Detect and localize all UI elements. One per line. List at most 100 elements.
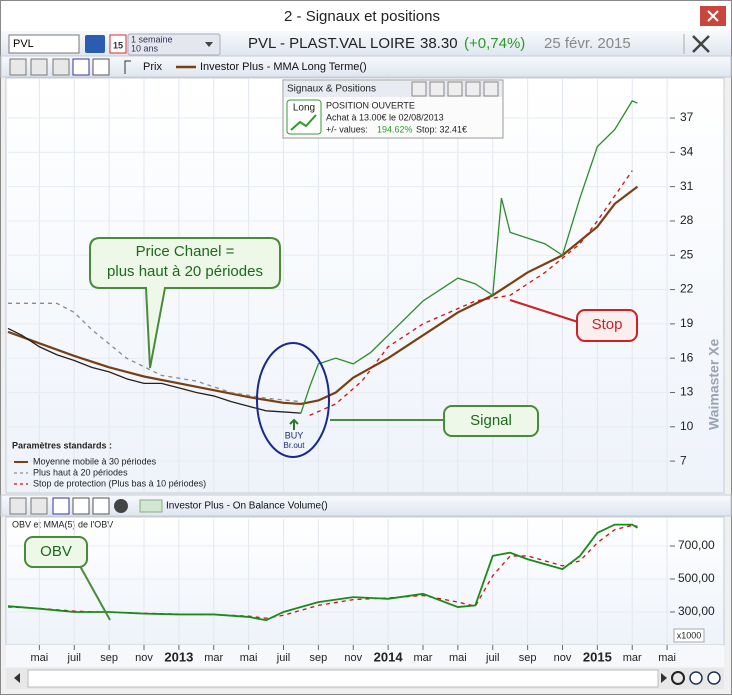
y-tick-label: 25	[680, 247, 694, 261]
time-axis	[6, 645, 724, 667]
tool-button[interactable]	[72, 58, 90, 76]
x-tick-label: juil	[67, 652, 81, 664]
position-status: POSITION OUVERTE	[326, 100, 415, 110]
callout	[89, 237, 281, 369]
y-tick-label: 16	[680, 350, 694, 364]
y-tick-label: 7	[680, 453, 687, 467]
price-line	[300, 100, 638, 414]
toolbar-item: Investor Plus - On Balance Volume()	[166, 501, 328, 512]
tool-button[interactable]	[92, 58, 110, 76]
buy-label: BUY	[285, 430, 304, 440]
tool-button[interactable]	[52, 497, 70, 515]
signals-button[interactable]	[483, 81, 499, 97]
x-tick-label: mar	[204, 652, 223, 664]
indicator-swatch	[139, 499, 163, 513]
stop-value: Stop: 32.41€	[416, 124, 467, 134]
legend-label: Plus haut à 20 périodes	[33, 467, 128, 477]
buy-label: Br.out	[284, 441, 306, 450]
move-icon[interactable]	[671, 671, 685, 685]
zoom-out[interactable]	[689, 671, 703, 685]
legend-label: Moyenne mobile à 30 périodes	[33, 456, 157, 466]
y-tick-label: 300,00	[678, 604, 715, 618]
x-tick-label: mai	[31, 652, 49, 664]
close-icon	[707, 10, 719, 22]
y-tick-label: 31	[680, 179, 694, 193]
signals-button[interactable]	[465, 81, 481, 97]
tool-button[interactable]	[9, 58, 27, 76]
obv-toolbar	[0, 494, 732, 517]
window-title: 2 - Signaux et positions	[284, 8, 440, 25]
symbol-input[interactable]	[8, 34, 80, 54]
tool-button[interactable]	[52, 58, 70, 76]
x-tick-label: mai	[449, 652, 467, 664]
signals-title: Signaux & Positions	[287, 84, 376, 95]
callout-text: Stop	[592, 316, 623, 333]
x-tick-label: juil	[276, 652, 290, 664]
position-entry: Achat à 13.00€ le 02/08/2013	[326, 112, 444, 122]
y-tick-label: 10	[680, 419, 694, 433]
tool-button[interactable]	[30, 497, 48, 515]
indicator-line	[8, 302, 301, 403]
period-selector[interactable]	[127, 33, 221, 56]
unit-box	[673, 628, 705, 643]
scroll-left[interactable]	[14, 673, 20, 683]
callout-text: Signal	[470, 412, 512, 429]
obv-title: OBV et MMA(5) de l'OBV	[12, 519, 113, 529]
x-tick-label: sep	[519, 652, 537, 664]
signals-button[interactable]	[429, 81, 445, 97]
badge-text: Long	[293, 103, 315, 114]
remove-button[interactable]	[114, 499, 128, 513]
period-text: 1 semaine	[131, 34, 173, 44]
y-tick-label: 13	[680, 385, 694, 399]
tool-button[interactable]	[72, 497, 90, 515]
calendar-icon[interactable]	[109, 34, 127, 54]
y-tick-label: 700,00	[678, 538, 715, 552]
x-tick-label: mai	[240, 652, 258, 664]
watermark: Waimaster Xe	[706, 338, 722, 430]
scroll-right[interactable]	[661, 673, 667, 683]
tool-button[interactable]	[92, 497, 110, 515]
tool-button[interactable]	[9, 497, 27, 515]
y-tick-label: 34	[680, 145, 694, 159]
x-tick-label: sep	[309, 652, 327, 664]
x-tick-label: nov	[554, 652, 572, 664]
callout-text: Price Chanel =	[136, 243, 235, 260]
indicator-line	[7, 185, 639, 406]
period-text: 10 ans	[131, 43, 159, 53]
y-tick-label: 19	[680, 316, 694, 330]
callout-text: plus haut à 20 périodes	[107, 263, 263, 280]
title-bar	[1, 1, 731, 31]
obv-mma-line	[7, 524, 638, 619]
callout	[24, 536, 88, 568]
legend-label: Stop de protection (Plus bas à 10 périod…	[33, 478, 206, 488]
price-line	[7, 327, 301, 414]
x-tick-label: sep	[100, 652, 118, 664]
instrument-name: PVL - PLAST.VAL LOIRE	[248, 35, 415, 52]
zoom-in[interactable]	[707, 671, 721, 685]
x-tick-label: 2013	[164, 649, 193, 664]
callout	[443, 405, 539, 437]
tools-icon[interactable]	[692, 35, 710, 53]
scroll-track[interactable]	[27, 669, 659, 688]
toolbar-item: Investor Plus - MMA Long Terme()	[200, 61, 367, 73]
x-tick-label: mar	[623, 652, 642, 664]
perf-value: 194.62%	[377, 124, 413, 134]
tool-button[interactable]	[30, 58, 48, 76]
y-tick-label: 28	[680, 213, 694, 227]
callout-pointer	[509, 299, 579, 323]
buy-arrow	[289, 418, 299, 430]
callout	[576, 309, 638, 342]
x-tick-label: juil	[485, 652, 499, 664]
x-tick-label: mar	[414, 652, 433, 664]
y-tick-label: 37	[680, 110, 694, 124]
last-price: 38.30	[420, 35, 458, 52]
signals-button[interactable]	[411, 81, 427, 97]
x-tick-label: 2014	[374, 649, 404, 664]
calendar-text: 15	[113, 40, 123, 50]
callout-pointer	[79, 565, 111, 621]
indicator-line	[309, 170, 633, 416]
signals-button[interactable]	[447, 81, 463, 97]
book-icon[interactable]	[85, 35, 105, 53]
